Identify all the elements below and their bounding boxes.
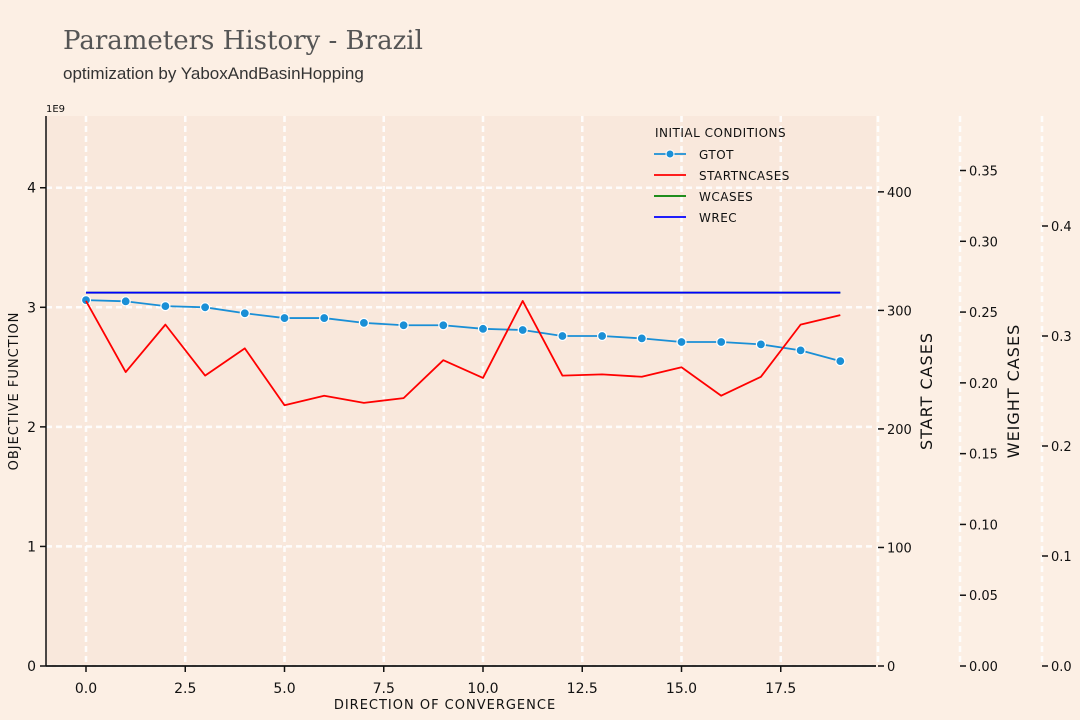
right-tick-label: 100 [887,541,912,556]
y-tick-label: 1 [27,539,36,555]
point-gtot [398,320,409,331]
right-tick-label: 0.30 [969,235,998,250]
right-tick-label: 0.00 [969,660,998,675]
chart-subtitle: optimization by YaboxAndBasinHopping [63,64,364,83]
right-tick-label: 400 [887,186,912,201]
right-axis-label-weight: WEIGHT CASES [1004,324,1023,458]
y-tick-label: 4 [27,181,36,197]
point-gtot [835,356,846,367]
legend-title: INITIAL CONDITIONS [655,126,786,140]
x-tick-label: 0.0 [75,681,97,697]
right-tick-label: 0.3 [1051,330,1072,345]
right-tick-label: 0.2 [1051,440,1072,455]
point-gtot [200,302,211,313]
x-tick-label: 15.0 [666,681,697,697]
series-group [80,291,846,407]
right-tick-label: 0.20 [969,377,998,392]
right-tick-label: 0.25 [969,306,998,321]
x-tick-label: 7.5 [373,681,395,697]
point-gtot [636,333,647,344]
legend-marker [665,149,675,159]
right-tick-label: 0.10 [969,518,998,533]
x-tick-label: 12.5 [567,681,598,697]
point-gtot [795,345,806,356]
series-line-startncases [85,300,841,407]
point-gtot [477,323,489,334]
y-tick-label: 3 [27,300,36,316]
point-gtot [676,336,687,348]
point-gtot [557,330,568,342]
point-gtot [755,339,767,350]
point-gtot [279,312,290,324]
right-tick-label: 0 [887,660,895,675]
legend-item-wrec: WREC [699,211,737,225]
right-axis-label-start: START CASES [917,332,936,450]
x-tick-label: 10.0 [467,681,498,697]
right-tick-label: 0.0 [1051,660,1072,675]
point-gtot [596,330,608,342]
legend-item-wcases: WCASES [699,190,753,204]
y-tick-label: 0 [27,659,36,675]
y-tick-label: 2 [27,420,36,436]
x-axis-label: DIRECTION OF CONVERGENCE [334,698,556,713]
point-gtot [358,317,369,328]
point-gtot [319,312,330,324]
legend[interactable]: INITIAL CONDITIONS GTOT STARTNCASES WCASES W… [654,126,790,225]
x-tick-label: 17.5 [765,681,796,697]
legend-item-gtot: GTOT [699,148,734,162]
right-tick-label: 0.15 [969,448,998,463]
point-gtot [80,295,92,306]
point-gtot [120,296,131,307]
right-tick-label: 0.1 [1051,550,1072,565]
point-gtot [517,324,528,336]
y-offset-label: 1E9 [46,104,65,115]
series-line-gtot [85,299,841,362]
x-tick-label: 2.5 [174,681,196,697]
axes: 0.0 2.5 5.0 7.5 10.0 12.5 15.0 17.5 0 1 2 3 4 1E9 OBJE… [7,104,1072,713]
chart-title: Parameters History - Brazil [63,26,423,56]
point-gtot [239,308,250,319]
right-tick-label: 0.05 [969,589,998,604]
right-tick-label: 0.35 [969,165,998,180]
right-tick-label: 300 [887,304,912,319]
point-gtot [160,301,171,312]
x-tick-label: 5.0 [273,681,295,697]
point-gtot [716,336,727,348]
right-tick-label: 200 [887,423,912,438]
point-gtot [438,320,449,331]
legend-item-startncases: STARTNCASES [699,169,790,183]
right-tick-label: 0.4 [1051,220,1072,235]
y-axis-label: OBJECTIVE FUNCTION [7,312,22,471]
